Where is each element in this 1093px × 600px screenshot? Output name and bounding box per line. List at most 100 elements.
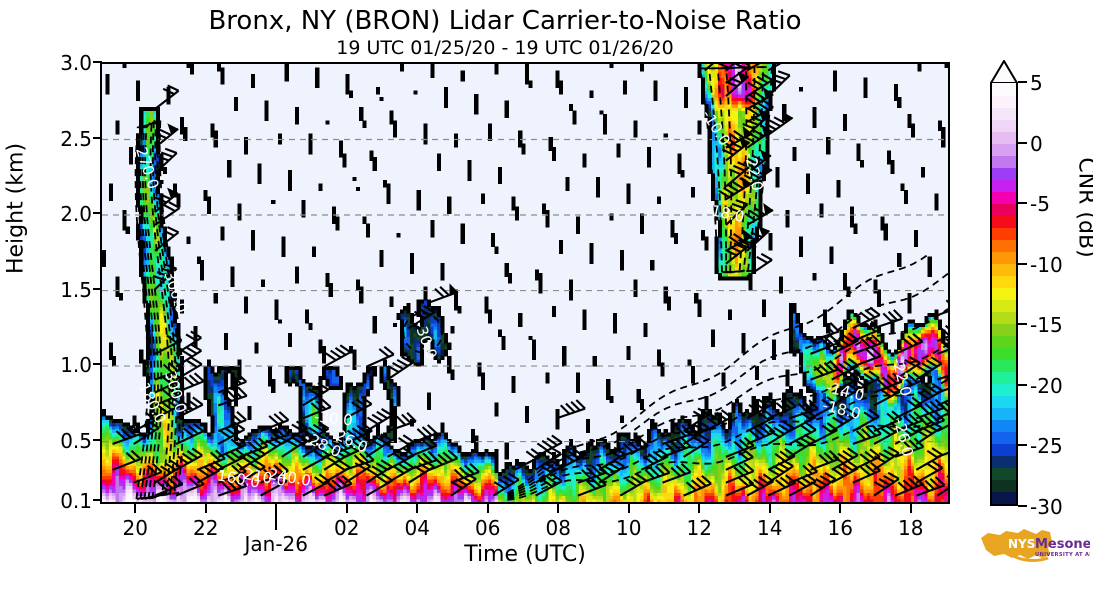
y-tick-mark — [93, 212, 102, 215]
wind-barb — [894, 475, 924, 497]
lidar-cnr-heatmap: 270.0300.0180.0300.0-30.0-30.0-28.0-26.0… — [102, 64, 948, 502]
wind-barb — [852, 306, 881, 330]
x-tick-mark — [345, 504, 348, 513]
colorbar-segment — [992, 358, 1016, 372]
wind-barb — [175, 372, 205, 394]
x-tick-mark — [768, 504, 771, 513]
wind-barb — [789, 399, 819, 420]
x-tick-label: 08 — [545, 516, 571, 540]
wind-barb — [743, 149, 772, 175]
wind-barb — [767, 64, 795, 72]
wind-barb — [365, 345, 395, 368]
colorbar-segment — [992, 106, 1016, 120]
y-tick-label: 1.0 — [60, 353, 92, 378]
wind-barb-layer — [112, 64, 948, 497]
wind-barb — [746, 423, 776, 445]
wind-barb — [915, 356, 943, 381]
colorbar-segment — [992, 250, 1016, 264]
wind-barb — [894, 356, 921, 381]
chart-title: Bronx, NY (BRON) Lidar Carrier-to-Noise … — [208, 6, 802, 36]
wind-barb — [344, 435, 373, 458]
wind-barb — [894, 333, 924, 355]
wind-barb — [408, 305, 435, 329]
wind-barb — [746, 396, 775, 420]
wind-barb — [831, 370, 860, 394]
wind-barb — [217, 372, 248, 394]
plot-area: 270.0 300.0 180.0 300.0 -30.0 -30.0 -28.0 -26.0… — [100, 62, 950, 504]
wind-barb — [852, 408, 880, 433]
nys-mesonet-logo: NYSMesonetUNIVERSITY AT ALBANY — [981, 529, 1090, 562]
wind-barb — [852, 370, 880, 394]
wind-barb — [175, 475, 205, 497]
wind-barb — [556, 448, 585, 471]
colorbar-segment — [992, 130, 1016, 144]
wind-barb — [302, 421, 330, 445]
wind-barb — [810, 322, 840, 342]
wind-barb — [936, 324, 948, 342]
wind-barb — [852, 461, 881, 484]
wind-barb — [717, 64, 750, 72]
colorbar-segment — [992, 226, 1016, 240]
colorbar-extend-arrow — [990, 60, 1018, 84]
wind-barb — [937, 368, 948, 381]
wind-barb — [535, 473, 563, 497]
colorbar-tick-label: -25 — [1030, 434, 1063, 459]
wind-barb — [725, 199, 749, 226]
wind-barb — [429, 283, 459, 304]
colorbar-segment — [992, 82, 1016, 96]
wind-barb — [217, 386, 248, 407]
colorbar-segment — [992, 154, 1016, 168]
colorbar — [990, 60, 1018, 506]
y-tick-label: 0.1 — [60, 489, 92, 513]
x-tick-mark — [204, 504, 207, 513]
wind-barb — [386, 447, 415, 471]
colorbar-segment — [992, 262, 1016, 276]
colorbar-gradient — [990, 82, 1018, 506]
wind-barb — [154, 84, 180, 110]
colorbar-segment — [992, 442, 1016, 456]
wind-barb — [764, 111, 794, 136]
wind-barb — [739, 163, 773, 188]
wind-barb — [175, 343, 202, 368]
wind-barb — [936, 392, 948, 407]
wind-barb — [112, 449, 142, 471]
wind-barb — [344, 396, 373, 420]
wind-barb — [873, 471, 900, 497]
x-tick-label: 12 — [686, 516, 712, 540]
cnr-cells — [102, 64, 948, 502]
wind-barb — [175, 356, 203, 381]
x-tick-mark — [909, 504, 912, 513]
wind-barb — [154, 147, 178, 175]
x-axis-label: Time (UTC) — [464, 542, 586, 567]
wind-barb — [217, 436, 247, 458]
colorbar-segment — [992, 190, 1016, 204]
colorbar-tick-mark — [1018, 505, 1027, 507]
wind-barb — [852, 320, 882, 342]
wind-barb — [937, 338, 948, 355]
colorbar-segment — [992, 430, 1016, 444]
y-tick-mark — [93, 61, 102, 63]
y-tick-label: 1.5 — [60, 277, 92, 302]
y-tick-mark — [93, 438, 102, 441]
wind-barb — [718, 126, 753, 149]
wind-barb — [323, 475, 353, 497]
wind-barb — [344, 450, 375, 471]
wind-barb — [725, 475, 755, 497]
wind-barb — [598, 459, 625, 484]
wind-barb — [535, 434, 563, 458]
colorbar-tick-mark — [1018, 444, 1027, 447]
colorbar-segment — [992, 166, 1016, 180]
colorbar-segment — [992, 394, 1016, 408]
wind-barb — [789, 462, 819, 484]
wind-barb — [831, 407, 858, 432]
wind-barb — [852, 424, 882, 445]
chart-subtitle: 19 UTC 01/25/20 - 19 UTC 01/26/20 — [336, 37, 674, 59]
colorbar-segment — [992, 346, 1016, 360]
x-tick-label: 22 — [193, 516, 219, 540]
wind-barb — [386, 355, 413, 381]
wind-barb — [662, 463, 692, 484]
new-york-state-shape — [981, 529, 1052, 559]
wind-barb — [873, 410, 903, 433]
x-tick-mark — [698, 504, 701, 513]
